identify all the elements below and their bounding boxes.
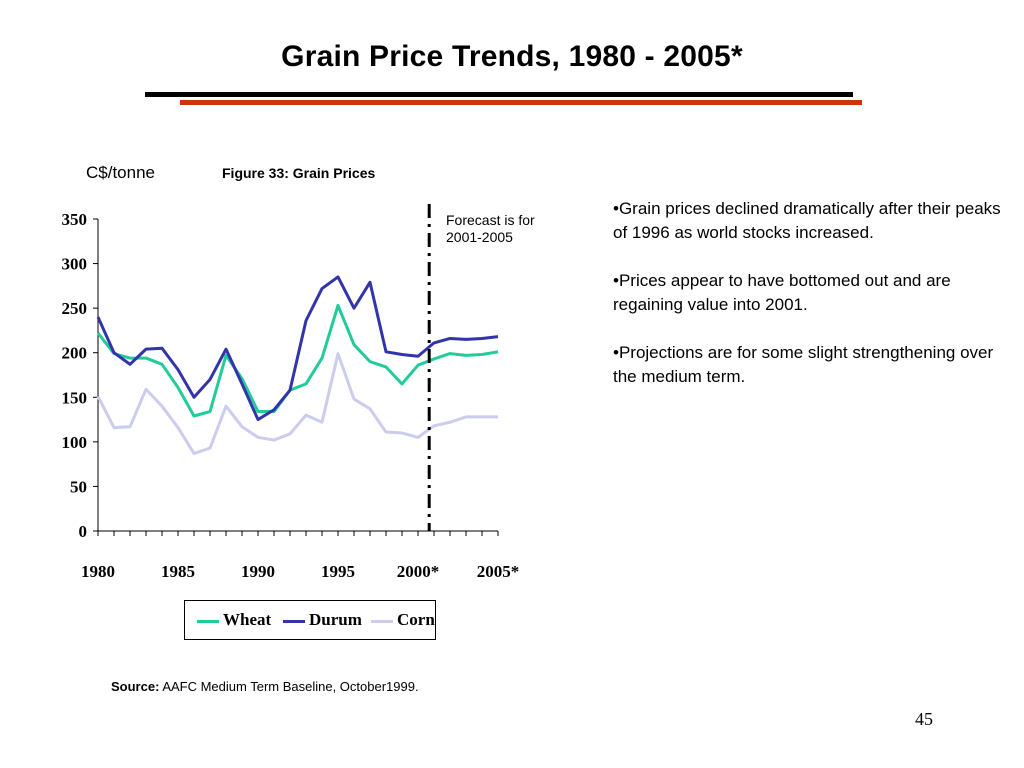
x-ticks: 1980 1985 1990 1995 2000* 2005* [81,531,519,581]
legend-swatch-durum [283,620,305,623]
bullet-list: •Grain prices declined dramatically afte… [613,197,1003,413]
y-ticks: 0 50 100 150 200 250 300 350 [62,210,98,541]
series-line-durum [96,275,499,422]
legend-label-wheat: Wheat [223,610,272,629]
forecast-note: Forecast is for 2001-2005 [446,212,535,245]
bullet-item: •Projections are for some slight strengt… [613,343,994,386]
page-number: 45 [915,709,933,729]
series-line-corn [96,352,498,455]
y-tick-label: 0 [79,522,88,541]
legend-label-durum: Durum [309,610,362,629]
y-unit-label: C$/tonne [86,163,155,182]
x-tick-label: 1980 [81,562,115,581]
y-tick-label: 200 [62,344,88,363]
chart-legend: Wheat Durum Corn [184,600,436,640]
y-tick-label: 350 [62,210,88,229]
y-tick-label: 50 [70,477,87,496]
y-tick-label: 100 [62,433,88,452]
source-text: AAFC Medium Term Baseline, October1999. [162,679,419,694]
figure-title: Figure 33: Grain Prices [222,165,376,181]
x-tick-label: 1985 [161,562,195,581]
y-tick-label: 300 [62,255,88,274]
title-rule-black [145,92,853,97]
bullet-item: •Prices appear to have bottomed out and … [613,271,951,314]
x-tick-label: 1990 [241,562,275,581]
series-lines [96,275,499,455]
source-label: Source: [111,679,160,694]
legend-label-corn: Corn [397,610,435,629]
y-tick-label: 150 [62,388,88,407]
legend-swatch-wheat [197,620,219,623]
slide-title: Grain Price Trends, 1980 - 2005* [281,40,743,73]
y-tick-label: 250 [62,299,88,318]
chart-axes [97,219,498,532]
series-line-wheat [96,303,499,418]
x-tick-label: 1995 [321,562,355,581]
source-note: Source: AAFC Medium Term Baseline, Octob… [111,679,419,694]
title-rule-red [180,100,862,105]
x-tick-label: 2005* [477,562,520,581]
bullet-item: •Grain prices declined dramatically afte… [613,199,1001,242]
legend-swatch-corn [371,620,393,623]
x-tick-label: 2000* [397,562,440,581]
